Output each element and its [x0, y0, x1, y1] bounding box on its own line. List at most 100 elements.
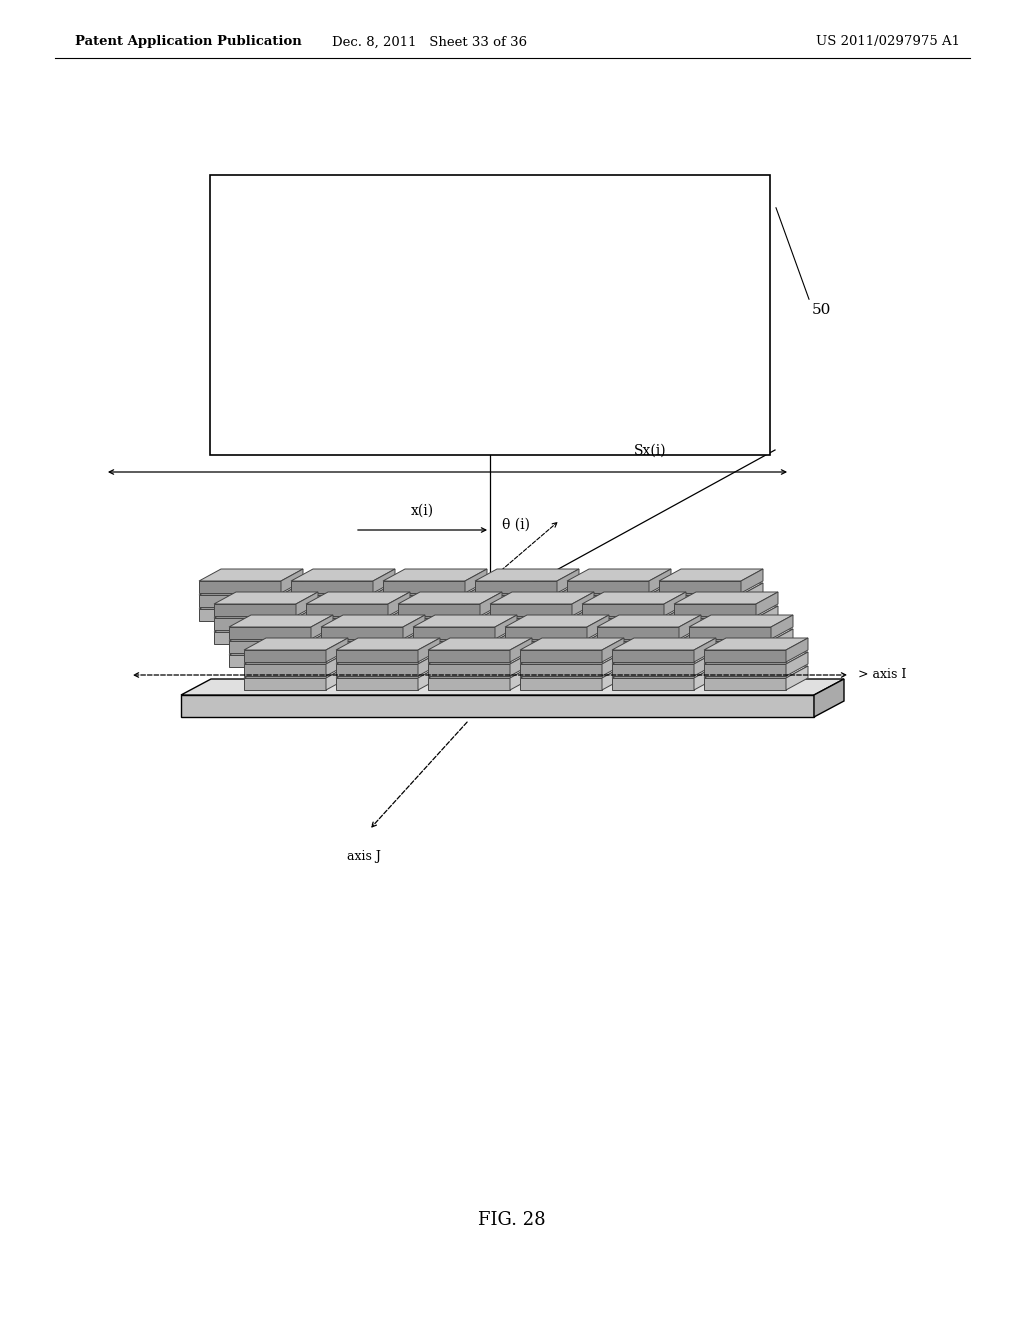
Polygon shape [674, 632, 756, 644]
Polygon shape [520, 667, 624, 678]
Polygon shape [582, 606, 686, 618]
Polygon shape [597, 627, 679, 639]
Polygon shape [649, 583, 671, 607]
Polygon shape [674, 618, 756, 630]
Polygon shape [229, 615, 333, 627]
Polygon shape [398, 591, 502, 605]
Polygon shape [281, 597, 303, 620]
Polygon shape [664, 620, 686, 644]
Polygon shape [403, 643, 425, 667]
Polygon shape [373, 583, 395, 607]
Polygon shape [659, 609, 741, 620]
Polygon shape [694, 638, 716, 663]
Polygon shape [321, 627, 403, 639]
Polygon shape [771, 643, 793, 667]
Polygon shape [587, 615, 609, 639]
Polygon shape [244, 678, 326, 690]
Polygon shape [505, 643, 609, 655]
Polygon shape [786, 638, 808, 663]
Polygon shape [495, 643, 517, 667]
Polygon shape [694, 652, 716, 676]
Polygon shape [567, 569, 671, 581]
Polygon shape [705, 678, 786, 690]
Polygon shape [659, 597, 763, 609]
Polygon shape [612, 678, 694, 690]
Polygon shape [674, 606, 778, 618]
Polygon shape [475, 609, 557, 620]
Polygon shape [520, 638, 624, 649]
Bar [210, 176, 770, 455]
Polygon shape [694, 667, 716, 690]
Polygon shape [383, 583, 487, 595]
Polygon shape [413, 643, 517, 655]
Polygon shape [229, 630, 333, 642]
Polygon shape [520, 664, 602, 676]
Polygon shape [572, 606, 594, 630]
Polygon shape [291, 609, 373, 620]
Polygon shape [214, 618, 296, 630]
Polygon shape [597, 642, 679, 653]
Polygon shape [510, 638, 532, 663]
Polygon shape [814, 678, 844, 717]
Polygon shape [199, 581, 281, 593]
Polygon shape [664, 606, 686, 630]
Polygon shape [181, 678, 844, 696]
Polygon shape [679, 643, 701, 667]
Polygon shape [597, 630, 701, 642]
Polygon shape [244, 649, 326, 663]
Polygon shape [505, 627, 587, 639]
Polygon shape [741, 569, 763, 593]
Polygon shape [567, 581, 649, 593]
Polygon shape [311, 630, 333, 653]
Polygon shape [705, 638, 808, 649]
Polygon shape [557, 583, 579, 607]
Polygon shape [321, 630, 425, 642]
Polygon shape [597, 655, 679, 667]
Polygon shape [214, 620, 318, 632]
Polygon shape [612, 649, 694, 663]
Polygon shape [582, 605, 664, 616]
Polygon shape [689, 655, 771, 667]
Polygon shape [321, 655, 403, 667]
Polygon shape [705, 652, 808, 664]
Polygon shape [326, 652, 348, 676]
Polygon shape [336, 678, 418, 690]
Polygon shape [244, 664, 326, 676]
Polygon shape [602, 652, 624, 676]
Polygon shape [480, 591, 502, 616]
Polygon shape [612, 667, 716, 678]
Polygon shape [480, 620, 502, 644]
Polygon shape [572, 591, 594, 616]
Polygon shape [587, 643, 609, 667]
Polygon shape [674, 620, 778, 632]
Text: FIG. 28: FIG. 28 [478, 1210, 546, 1229]
Polygon shape [612, 638, 716, 649]
Polygon shape [214, 632, 296, 644]
Polygon shape [398, 618, 480, 630]
Polygon shape [418, 667, 440, 690]
Polygon shape [495, 630, 517, 653]
Polygon shape [582, 632, 664, 644]
Polygon shape [388, 606, 410, 630]
Polygon shape [771, 615, 793, 639]
Polygon shape [705, 649, 786, 663]
Text: axis J: axis J [347, 850, 381, 863]
Text: Patent Application Publication: Patent Application Publication [75, 36, 302, 49]
Polygon shape [383, 569, 487, 581]
Polygon shape [244, 652, 348, 664]
Polygon shape [659, 569, 763, 581]
Polygon shape [597, 643, 701, 655]
Polygon shape [674, 605, 756, 616]
Polygon shape [490, 632, 572, 644]
Polygon shape [403, 615, 425, 639]
Polygon shape [413, 655, 495, 667]
Polygon shape [490, 606, 594, 618]
Polygon shape [475, 597, 579, 609]
Polygon shape [291, 581, 373, 593]
Polygon shape [582, 620, 686, 632]
Polygon shape [490, 618, 572, 630]
Polygon shape [413, 615, 517, 627]
Polygon shape [244, 638, 348, 649]
Text: x(i): x(i) [411, 504, 433, 517]
Polygon shape [306, 632, 388, 644]
